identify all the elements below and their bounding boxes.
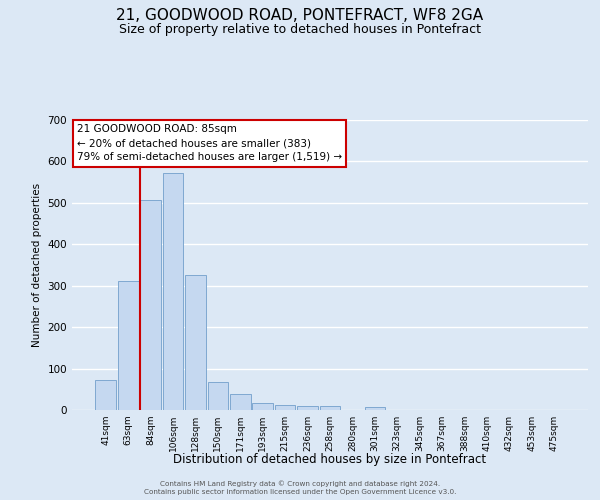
- Text: 21 GOODWOOD ROAD: 85sqm
← 20% of detached houses are smaller (383)
79% of semi-d: 21 GOODWOOD ROAD: 85sqm ← 20% of detache…: [77, 124, 342, 162]
- Text: Distribution of detached houses by size in Pontefract: Distribution of detached houses by size …: [173, 452, 487, 466]
- Bar: [95, 380, 116, 410]
- Y-axis label: Number of detached properties: Number of detached properties: [32, 183, 42, 347]
- Bar: [253, 402, 273, 410]
- Text: Size of property relative to detached houses in Pontefract: Size of property relative to detached ho…: [119, 22, 481, 36]
- Text: 21, GOODWOOD ROAD, PONTEFRACT, WF8 2GA: 21, GOODWOOD ROAD, PONTEFRACT, WF8 2GA: [116, 8, 484, 22]
- Bar: [320, 406, 340, 410]
- Bar: [230, 394, 251, 410]
- Bar: [140, 200, 161, 410]
- Bar: [365, 407, 385, 410]
- Bar: [118, 280, 139, 410]
- Bar: [163, 173, 184, 410]
- Bar: [297, 406, 318, 410]
- Text: Contains HM Land Registry data © Crown copyright and database right 2024.
Contai: Contains HM Land Registry data © Crown c…: [144, 480, 456, 495]
- Bar: [208, 382, 228, 410]
- Bar: [185, 275, 206, 410]
- Bar: [275, 404, 295, 410]
